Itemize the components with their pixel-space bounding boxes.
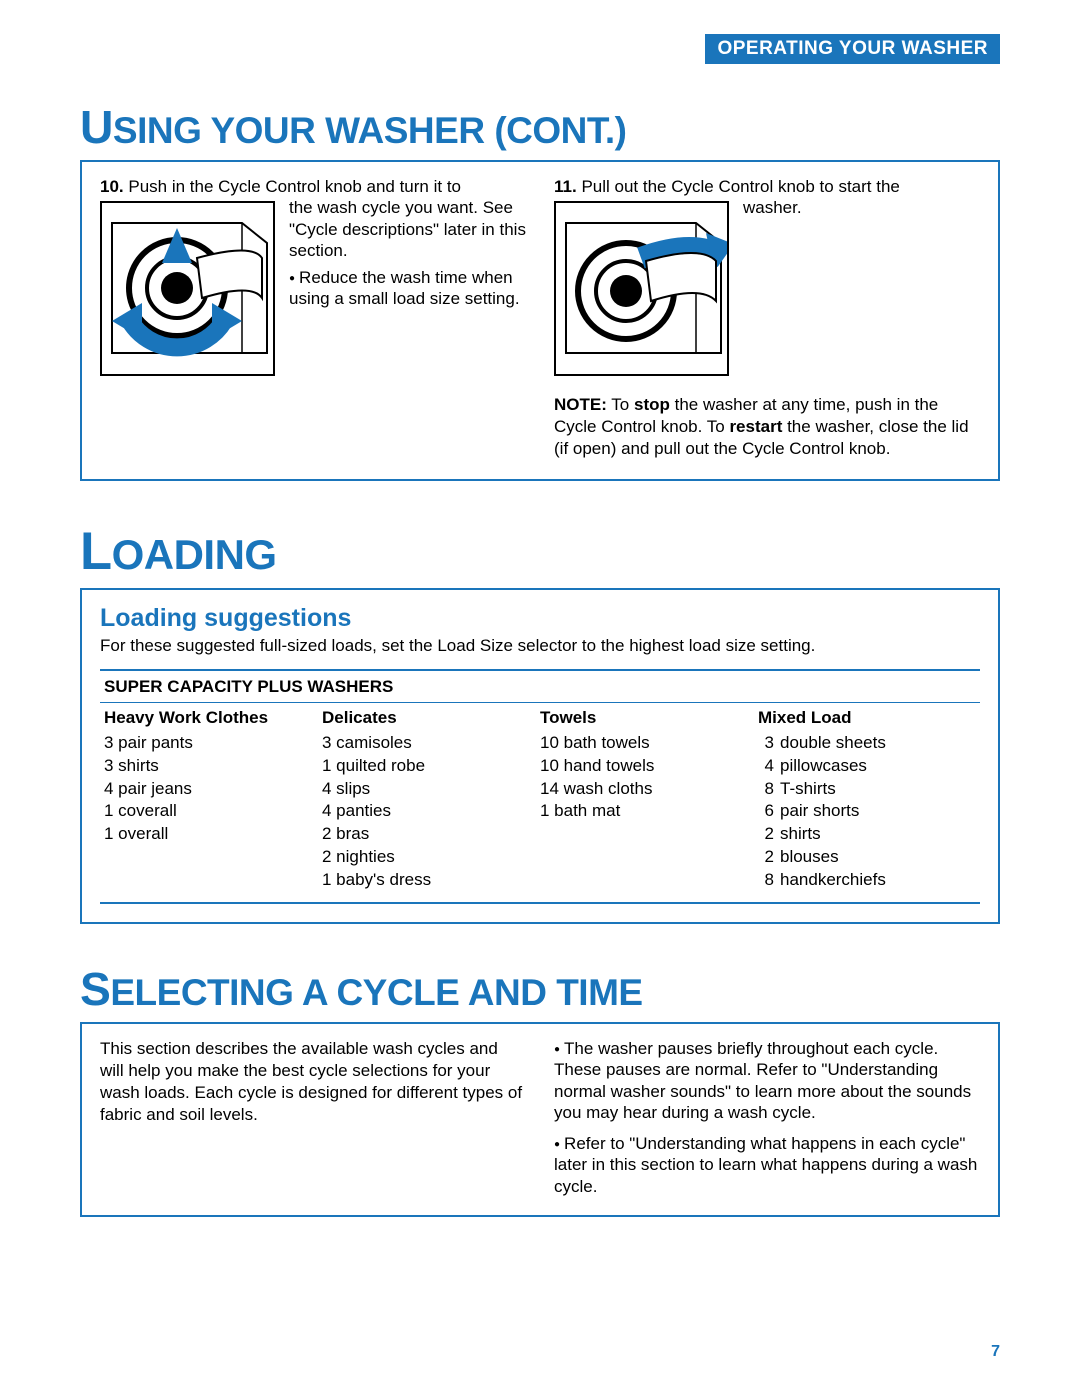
title-first-letter: L	[80, 522, 112, 581]
step-10-body: the wash cycle you want. See "Cycle desc…	[289, 197, 526, 261]
section-title-using-washer: USING YOUR WASHER (CONT.)	[80, 100, 1000, 154]
col-mixed-load: Mixed Load 3double sheets4pillowcases8T-…	[758, 708, 976, 893]
loading-intro: For these suggested full-sized loads, se…	[100, 635, 980, 657]
col-items: 3double sheets4pillowcases8T-shirts6pair…	[758, 732, 976, 893]
col-header: Towels	[540, 708, 758, 728]
title-first-letter: U	[80, 101, 113, 153]
col-towels: Towels 10 bath towels 10 hand towels 14 …	[540, 708, 758, 893]
title-rest: SING YOUR WASHER (CONT.)	[113, 110, 627, 151]
cycle-right-col: The washer pauses briefly throughout eac…	[554, 1038, 980, 1197]
section-title-loading: LOADING	[80, 521, 1000, 582]
cycle-bullet-1: The washer pauses briefly throughout eac…	[554, 1038, 980, 1123]
col-heavy-work: Heavy Work Clothes 3 pair pants 3 shirts…	[104, 708, 322, 893]
cycle-bullet-2: Refer to "Understanding what happens in …	[554, 1133, 980, 1197]
step-11-column: 11. Pull out the Cycle Control knob to s…	[554, 176, 980, 461]
step-10-number: 10.	[100, 177, 124, 196]
page-header-bar: OPERATING YOUR WASHER	[705, 34, 1000, 64]
cycle-left-col: This section describes the available was…	[100, 1038, 526, 1197]
load-table-columns: Heavy Work Clothes 3 pair pants 3 shirts…	[100, 703, 980, 893]
load-table-title: SUPER CAPACITY PLUS WASHERS	[100, 677, 980, 703]
col-items: 3 pair pants 3 shirts 4 pair jeans 1 cov…	[104, 732, 322, 847]
loading-box: Loading suggestions For these suggested …	[80, 588, 1000, 925]
step-10-lead: Push in the Cycle Control knob and turn …	[128, 177, 461, 196]
knob-pull-illustration	[554, 201, 729, 376]
knob-turn-illustration	[100, 201, 275, 376]
col-header: Delicates	[322, 708, 540, 728]
step-10-column: 10. Push in the Cycle Control knob and t…	[100, 176, 526, 461]
loading-suggestions-heading: Loading suggestions	[100, 604, 980, 633]
col-header: Mixed Load	[758, 708, 976, 728]
col-items: 10 bath towels 10 hand towels 14 wash cl…	[540, 732, 758, 824]
load-table: SUPER CAPACITY PLUS WASHERS Heavy Work C…	[100, 669, 980, 905]
section-title-selecting-cycle: SELECTING A CYCLE AND TIME	[80, 962, 1000, 1016]
stop-restart-note: NOTE: To stop the washer at any time, pu…	[554, 394, 980, 460]
step-11-body: washer.	[743, 197, 980, 218]
using-washer-box: 10. Push in the Cycle Control knob and t…	[80, 160, 1000, 481]
col-delicates: Delicates 3 camisoles 1 quilted robe 4 s…	[322, 708, 540, 893]
title-rest: ELECTING A CYCLE AND TIME	[110, 972, 642, 1013]
selecting-cycle-box: This section describes the available was…	[80, 1022, 1000, 1217]
step-11-lead: Pull out the Cycle Control knob to start…	[581, 177, 899, 196]
page-number: 7	[991, 1343, 1000, 1361]
title-first-letter: S	[80, 963, 110, 1015]
title-rest: OADING	[112, 531, 277, 578]
step-11-number: 11.	[554, 177, 577, 196]
step-10-bullet: Reduce the wash time when using a small …	[289, 267, 526, 310]
cycle-intro-text: This section describes the available was…	[100, 1038, 526, 1126]
col-header: Heavy Work Clothes	[104, 708, 322, 728]
col-items: 3 camisoles 1 quilted robe 4 slips 4 pan…	[322, 732, 540, 893]
